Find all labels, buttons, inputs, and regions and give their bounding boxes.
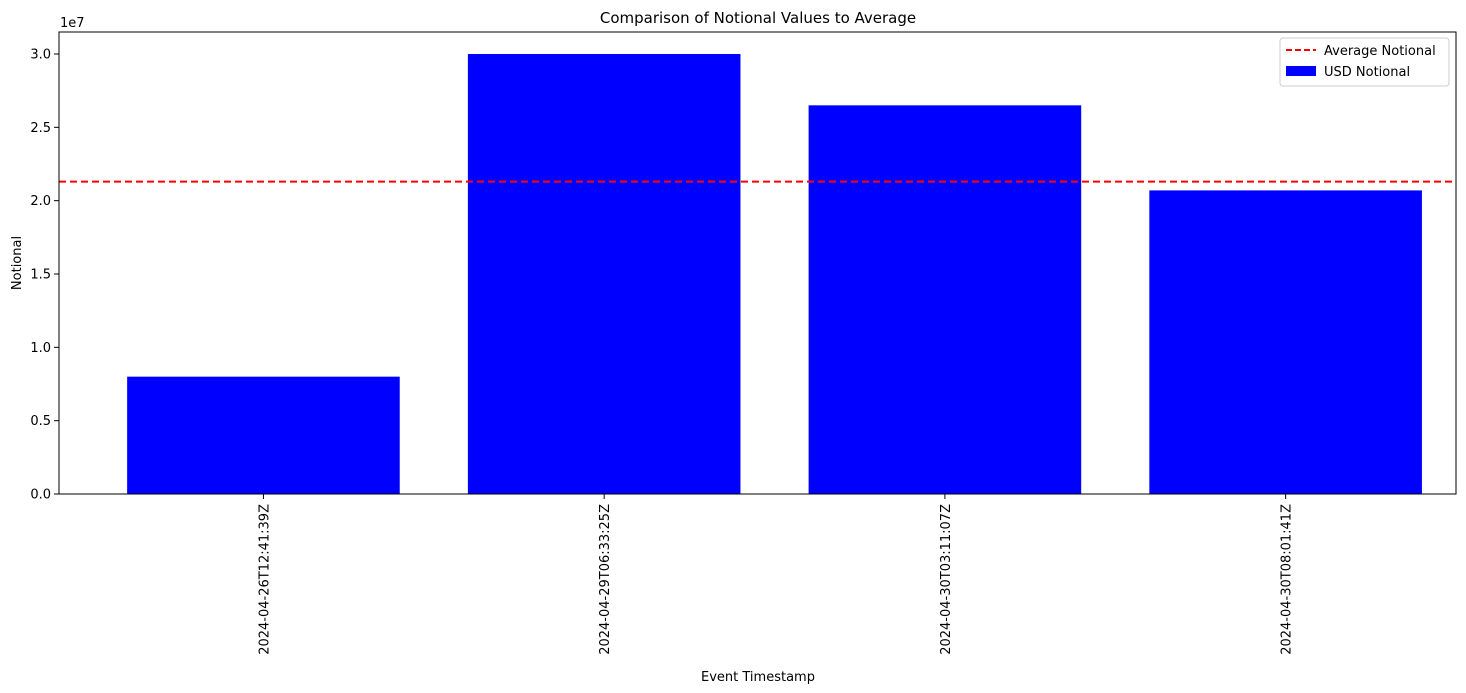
bar-4	[1149, 190, 1422, 494]
x-tick-label: 2024-04-26T12:41:39Z	[257, 504, 272, 655]
y-tick-label: 3.0	[30, 48, 51, 63]
legend-average-label: Average Notional	[1324, 44, 1436, 59]
y-axis-label: Notional	[10, 236, 25, 290]
legend-usd-notional-label: USD Notional	[1324, 65, 1410, 80]
y-tick-label: 2.0	[30, 194, 51, 209]
bar-1	[127, 376, 400, 494]
plot-frame	[58, 31, 1457, 495]
x-tick-label: 2024-04-30T03:11:07Z	[939, 504, 954, 655]
y-tick-label: 1.5	[30, 268, 51, 283]
bars-group	[127, 54, 1422, 494]
x-tick-label: 2024-04-30T08:01:41Z	[1280, 504, 1295, 655]
x-axis: 2024-04-26T12:41:39Z 2024-04-29T06:33:25Z…	[257, 494, 1295, 655]
y-tick-label: 1.0	[30, 341, 51, 356]
legend-frame	[1279, 37, 1450, 87]
y-offset-label: 1e7	[60, 16, 85, 31]
y-axis: 0.0 0.5 1.0 1.5 2.0 2.5 3.0	[30, 48, 59, 503]
legend: Average Notional USD Notional	[1279, 37, 1450, 87]
y-tick-label: 0.5	[30, 414, 51, 429]
x-tick-label: 2024-04-29T06:33:25Z	[598, 504, 613, 655]
bar-2	[467, 54, 741, 494]
chart-title: Comparison of Notional Values to Average	[600, 9, 916, 27]
bar-3	[808, 105, 1082, 494]
legend-usd-notional-swatch	[1286, 66, 1316, 76]
y-tick-label: 0.0	[30, 488, 51, 503]
x-axis-label: Event Timestamp	[701, 670, 815, 685]
y-tick-label: 2.5	[30, 121, 51, 136]
